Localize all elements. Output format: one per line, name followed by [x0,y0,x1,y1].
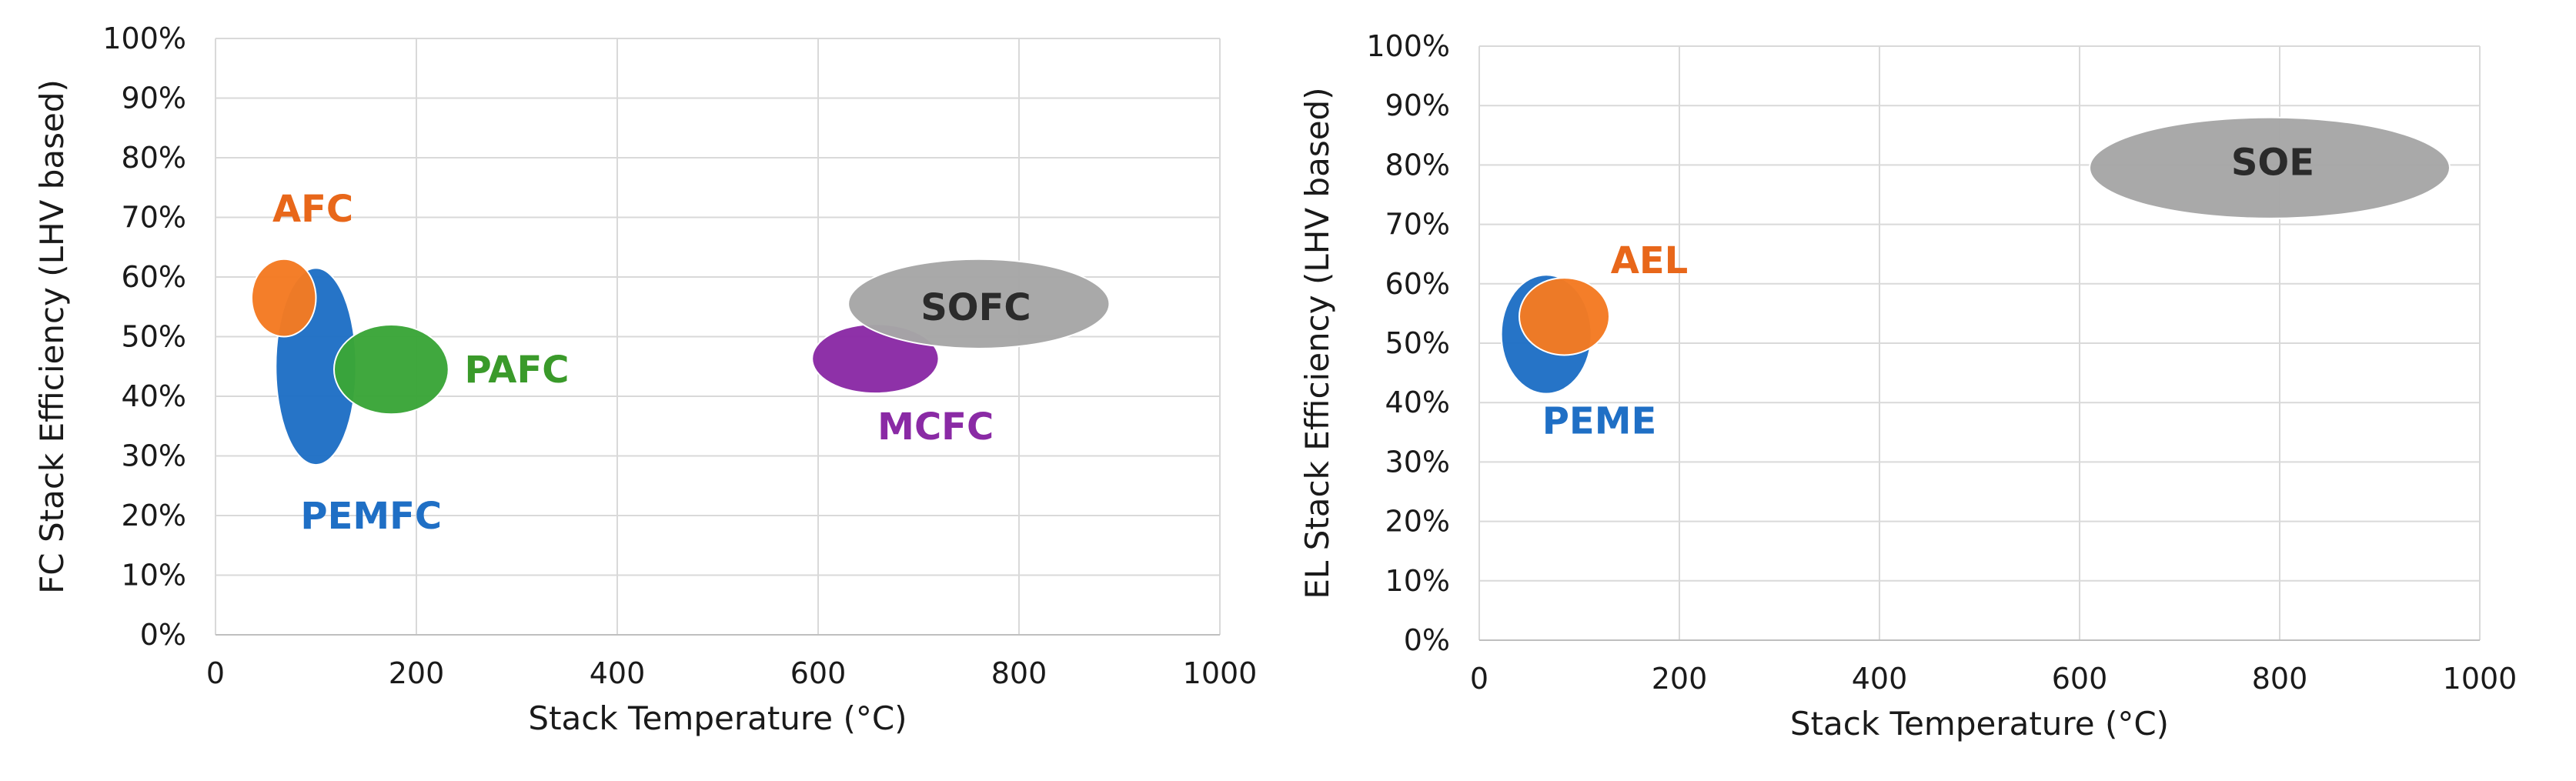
fc-region-label-sofc: SOFC [920,286,1031,329]
el-region-ael [1519,277,1610,356]
fc-y-axis-title: FC Stack Efficiency (LHV based) [33,79,71,594]
fc-xtick-label: 0 [206,656,225,690]
el-xtick-label: 400 [1852,662,1908,696]
el-ytick-label: 80% [1385,148,1450,182]
fc-ytick-label: 90% [122,82,186,115]
el-ytick-label: 40% [1385,385,1450,419]
el-region-label-soe: SOE [2231,142,2314,185]
fc-ytick-label: 20% [122,499,186,532]
el-y-axis-title: EL Stack Efficiency (LHV based) [1298,87,1336,599]
el-region-label-ael: AEL [1611,239,1689,282]
el-ytick-label: 100% [1366,29,1450,63]
el-region-soe [2089,116,2451,219]
fc-region-pafc [332,324,449,416]
el-xtick-label: 800 [2252,662,2308,696]
el-x-axis-title: Stack Temperature (°C) [1790,705,2169,743]
fc-chart: 0% 10% 20% 30% 40% 50% 60% 70% 80% 90% 100% 0 200 400… [33,22,1257,737]
el-ytick-label: 10% [1385,564,1450,598]
fc-ytick-label: 50% [122,320,186,354]
fc-ytick-label: 30% [122,439,186,473]
el-ytick-label: 20% [1385,505,1450,539]
fc-x-axis-title: Stack Temperature (°C) [528,699,907,737]
el-ytick-label: 50% [1385,326,1450,360]
fc-ytick-label: 70% [122,201,186,235]
el-ytick-label: 0% [1404,623,1450,657]
fc-xtick-label: 800 [991,656,1047,690]
fc-ytick-label: 40% [122,379,186,413]
fc-region-label-pemfc: PEMFC [300,495,442,538]
el-ytick-label: 60% [1385,267,1450,301]
fc-ytick-label: 100% [102,22,186,55]
fc-ytick-label: 0% [140,618,186,652]
fc-region-afc [250,258,317,338]
fc-ytick-label: 60% [122,260,186,294]
fc-region-label-afc: AFC [272,188,353,231]
el-chart: 0% 10% 20% 30% 40% 50% 60% 70% 80% 90% 100% 0 200 400… [1298,29,2517,743]
fc-xtick-label: 200 [389,656,445,690]
fc-region-sofc [847,258,1111,349]
fc-region-label-pafc: PAFC [465,349,570,392]
el-xtick-label: 200 [1652,662,1708,696]
el-region-label-peme: PEME [1542,399,1657,442]
fc-ytick-label: 80% [122,141,186,175]
el-ytick-label: 90% [1385,88,1450,122]
fc-region-label-mcfc: MCFC [877,406,994,449]
el-ytick-label: 30% [1385,445,1450,479]
fc-ytick-label: 10% [122,559,186,592]
el-xtick-label: 600 [2052,662,2108,696]
fc-xtick-label: 600 [790,656,847,690]
el-ytick-label: 70% [1385,208,1450,242]
el-xtick-label: 0 [1470,662,1488,696]
el-xtick-label: 1000 [2443,662,2518,696]
fc-xtick-label: 400 [590,656,646,690]
fc-xtick-label: 1000 [1183,656,1258,690]
